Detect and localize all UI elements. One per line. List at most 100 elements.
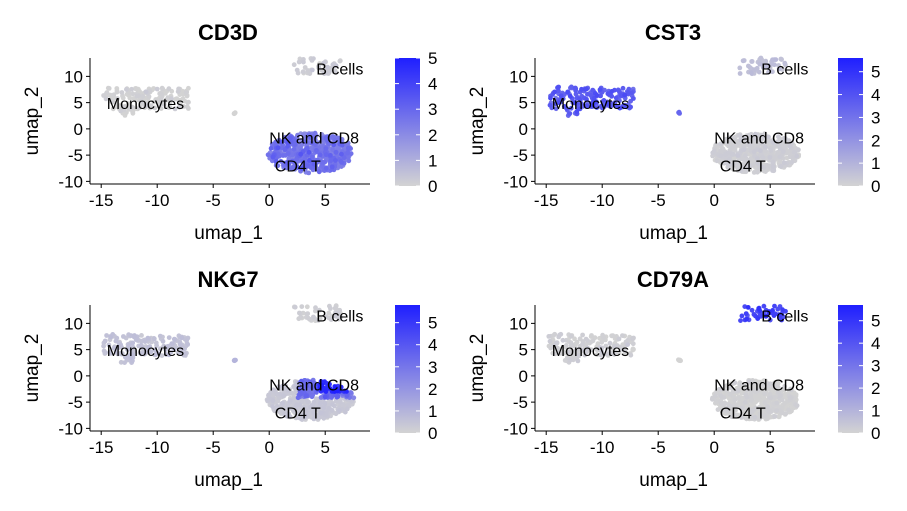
cell-point <box>311 380 317 386</box>
cluster-label: NK and CD8 <box>269 130 359 147</box>
y-tick-label: 10 <box>509 314 528 333</box>
cell-point <box>745 305 751 310</box>
cell-point <box>732 397 738 403</box>
cell-point <box>122 360 127 365</box>
legend-colorbar <box>838 58 863 186</box>
cell-point <box>749 59 755 64</box>
cell-point <box>748 393 754 398</box>
cell-point <box>266 392 272 398</box>
cell-point <box>103 350 108 356</box>
cell-point <box>274 403 280 409</box>
y-tick-label: 5 <box>519 341 528 360</box>
cell-point <box>616 336 622 342</box>
y-tick-label: 10 <box>509 67 528 86</box>
cell-point <box>560 337 566 343</box>
x-tick-label: -5 <box>206 191 221 210</box>
cell-point <box>742 153 748 158</box>
cell-point <box>764 63 770 69</box>
cell-point <box>728 385 734 391</box>
cell-point <box>119 90 125 95</box>
cell-point <box>738 168 744 174</box>
cell-point <box>748 156 754 162</box>
cell-point <box>776 66 782 72</box>
x-tick-label: -5 <box>206 438 221 457</box>
cell-point <box>735 395 741 401</box>
cell-point <box>333 63 339 69</box>
cell-point <box>727 161 733 167</box>
cell-point <box>766 309 772 315</box>
cell-point <box>777 393 783 398</box>
cell-point <box>552 331 558 337</box>
cell-point <box>631 96 636 101</box>
cell-point <box>781 160 787 166</box>
cell-point <box>299 304 305 309</box>
cell-point <box>771 313 777 318</box>
x-tick-label: 0 <box>264 191 273 210</box>
cell-point <box>770 69 775 75</box>
y-tick-label: -10 <box>58 419 83 438</box>
cell-point <box>568 333 574 339</box>
cell-point <box>767 155 773 160</box>
cell-point <box>306 149 312 155</box>
cell-point <box>171 336 177 342</box>
cell-point <box>782 136 788 141</box>
cell-point <box>232 358 238 364</box>
cell-point <box>719 158 724 164</box>
cell-point <box>620 85 626 91</box>
cell-point <box>746 379 752 384</box>
cell-point <box>772 303 777 309</box>
cell-point <box>744 416 749 422</box>
legend-label: 1 <box>428 151 437 170</box>
cluster-label: Monocytes <box>552 96 629 113</box>
cell-point <box>130 91 136 97</box>
x-tick-label: 5 <box>765 191 774 210</box>
cell-point <box>739 313 745 319</box>
cell-point <box>780 149 786 155</box>
cell-point <box>166 352 172 358</box>
cell-point <box>291 146 297 152</box>
cell-point <box>311 410 317 415</box>
cell-point <box>133 86 139 92</box>
cell-point <box>180 96 186 102</box>
cell-point <box>106 86 112 91</box>
cell-point <box>322 394 328 400</box>
cell-point <box>620 347 626 353</box>
cell-point <box>328 153 333 158</box>
cell-point <box>770 159 776 165</box>
cell-point <box>305 163 311 169</box>
cell-point <box>572 336 577 342</box>
cell-point <box>738 137 744 143</box>
cell-point <box>572 85 578 91</box>
cell-point <box>108 334 114 340</box>
cell-point <box>713 393 718 399</box>
cell-point <box>718 141 723 147</box>
cell-point <box>625 342 630 347</box>
cell-point <box>735 388 741 393</box>
cell-point <box>290 158 295 164</box>
cell-point <box>156 102 162 108</box>
cell-point <box>311 399 317 405</box>
cell-point <box>755 156 760 162</box>
cell-point <box>741 147 747 153</box>
cell-point <box>285 151 291 156</box>
cell-point <box>778 163 784 169</box>
cell-point <box>284 160 289 166</box>
cluster-label: CD4 T <box>720 159 766 176</box>
cell-point <box>142 339 148 344</box>
cell-point <box>285 140 291 145</box>
cell-point <box>103 96 109 102</box>
cell-point <box>600 353 605 358</box>
cell-point <box>739 415 744 420</box>
cell-point <box>748 397 754 403</box>
panel-title: CST3 <box>645 20 701 45</box>
cell-point <box>556 100 562 105</box>
cell-point <box>113 338 119 344</box>
cell-point <box>597 345 603 350</box>
x-axis-title: umap_1 <box>194 223 263 244</box>
cell-point <box>589 347 594 353</box>
cell-point <box>332 137 338 143</box>
cell-point <box>760 64 766 70</box>
cell-point <box>613 95 619 101</box>
cell-point <box>628 104 633 110</box>
cell-point <box>273 162 279 168</box>
